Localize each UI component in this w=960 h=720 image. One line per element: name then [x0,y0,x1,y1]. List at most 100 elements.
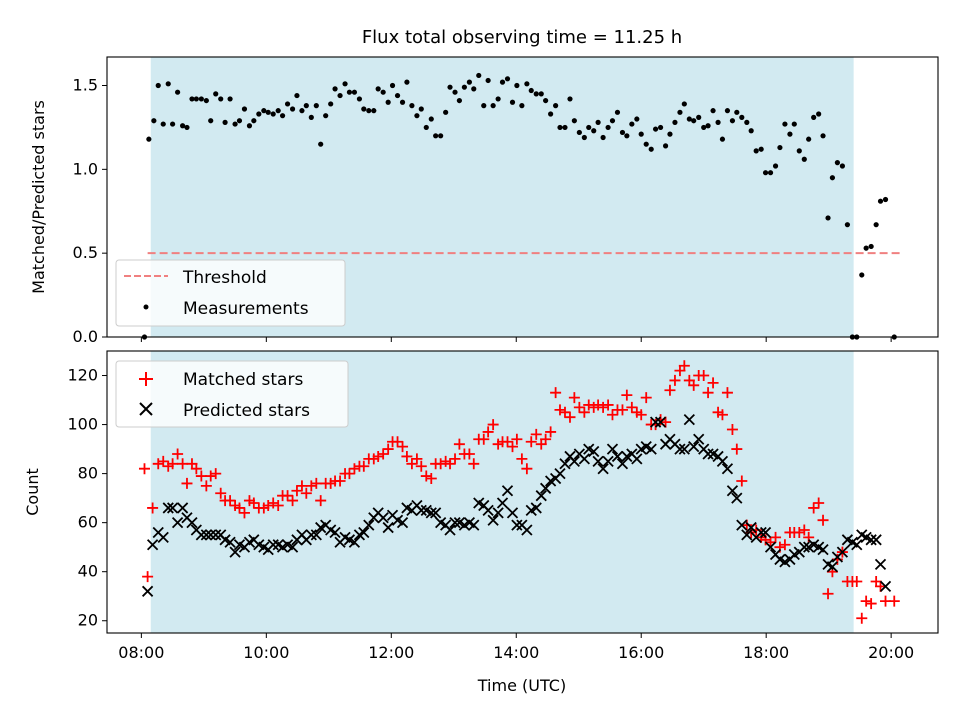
predicted-star-point [425,507,437,519]
measurement-point [528,87,534,94]
measurement-point [825,215,831,221]
predicted-star-point [693,433,705,445]
predicted-star-point [415,504,427,517]
top-y-tick-label: 0.0 [73,327,98,346]
measurement-point [303,103,309,109]
matched-star-point [449,453,461,465]
predicted-star-point [539,482,552,494]
matched-star-point [530,428,542,440]
matched-star-point [425,473,437,485]
measurement-point [571,118,577,124]
matched-star-point [463,448,475,460]
matched-star-point [875,580,887,592]
top-y-tick-label: 0.5 [73,243,98,262]
predicted-star-point [329,526,341,539]
measurement-point [533,91,539,97]
measurement-point [586,124,592,131]
measurement-point [428,116,434,122]
matched-star-point [478,433,490,445]
measurement-point [308,114,314,120]
matched-star-point [716,409,728,421]
matched-star-point [377,448,389,460]
predicted-star-point [716,455,729,467]
matched-star-point [172,448,184,460]
measurement-point [409,103,415,109]
predicted-star-point [817,543,829,556]
predicted-star-point [836,546,849,558]
measurement-point [719,136,726,142]
measurement-point [696,114,702,120]
bottom-y-tick-label: 20 [78,611,98,630]
measurement-point [289,106,296,112]
matched-star-point [238,507,250,519]
measurement-point [667,131,673,137]
x-tick-label: 10:00 [243,643,289,662]
bottom-axes-frame [106,350,939,634]
matched-star-point [707,377,719,389]
measurement-point [189,96,195,102]
matched-star-point [482,426,494,438]
matched-star-point [411,453,423,465]
matched-star-point [573,401,585,413]
measurement-point [562,124,568,131]
matched-star-point [798,524,810,536]
predicted-star-point [487,514,499,526]
measurement-point [423,124,429,131]
measurement-point [514,82,520,89]
measurement-point [328,101,334,107]
matched-star-point [167,458,179,470]
measurement-point [485,77,491,84]
measurement-point [222,119,228,125]
top-y-tick-label: 1.5 [73,76,98,95]
matched-star-point [291,485,303,497]
measurement-point [456,97,462,104]
measurement-point [643,141,649,147]
measurement-point [241,106,248,112]
predicted-star-point [382,521,394,534]
matched-star-point [315,495,327,507]
predicted-star-point [449,517,461,529]
predicted-star-point [631,453,643,465]
predicted-star-point [602,455,614,467]
bottom-y-tick-label: 40 [78,562,98,581]
measurement-point [543,97,549,104]
predicted-star-point [195,529,207,541]
measurement-point [863,245,869,251]
legend-predicted-label: Predicted stars [183,401,310,421]
measurement-point [180,123,186,129]
measurement-point [251,118,257,124]
predicted-star-point [731,492,743,504]
measurement-point [170,121,176,127]
predicted-star-point [851,539,863,551]
measurement-point [356,96,363,102]
measurement-point [652,126,659,132]
matched-star-point [554,404,566,416]
chart-title: Flux total observing time = 11.25 h [362,27,682,48]
measurement-point [375,86,381,92]
measurement-point [882,196,889,203]
matched-star-point [851,576,863,588]
predicted-star-point [826,561,839,573]
x-axis-label: Time (UTC) [477,676,566,695]
matched-star-point [300,487,312,499]
predicted-star-point [305,529,317,541]
predicted-star-point [267,539,279,551]
predicted-star-point [683,414,695,426]
matched-star-point [660,416,672,428]
matched-star-point [741,519,753,531]
matched-star-point [444,458,456,470]
measurement-point [371,108,377,114]
matched-star-point [626,401,638,413]
measurement-point [499,79,506,85]
measurement-point [452,89,458,95]
measurement-point [443,109,449,115]
predicted-star-point [649,416,662,428]
predicted-star-point [736,519,748,531]
predicted-star-point [535,490,547,502]
matched-star-point [406,458,418,470]
measurement-point [318,141,324,147]
measurement-point [576,129,582,136]
matched-star-point [267,497,279,509]
predicted-star-point [229,546,241,558]
bottom-y-axis-label: Count [23,468,42,516]
